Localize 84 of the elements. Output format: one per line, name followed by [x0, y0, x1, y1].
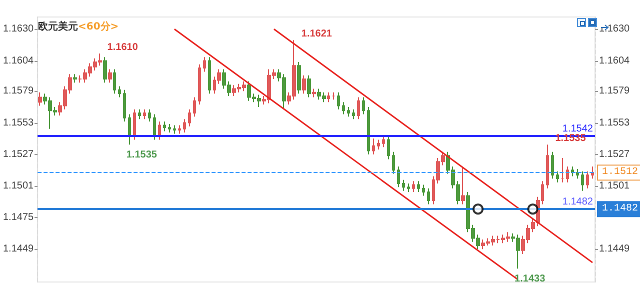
y-tick-label: 1.1449 — [2, 244, 34, 255]
candlestick — [397, 166, 400, 188]
candlestick — [183, 118, 186, 133]
candlestick — [427, 188, 430, 205]
candlestick — [138, 108, 141, 120]
candlestick — [173, 124, 176, 134]
candlestick — [327, 92, 330, 103]
y2-tick-label: 1.1579 — [599, 86, 630, 97]
ref-line-label: 1.1482 — [602, 204, 638, 215]
candlestick — [307, 74, 311, 98]
ref-line-label: 1.1542 — [562, 124, 594, 135]
candlestick — [337, 92, 340, 110]
y-tick-label: 1.1527 — [2, 148, 34, 160]
candlestick — [158, 121, 161, 140]
candlestick — [576, 168, 579, 180]
ref-line-label: 1.1482 — [562, 196, 594, 208]
candlestick — [571, 166, 574, 177]
candlestick — [352, 108, 355, 120]
candlestick — [118, 86, 121, 98]
candlestick — [148, 108, 151, 122]
text: 1.1535 — [126, 150, 157, 161]
candlestick — [302, 74, 306, 94]
candlestick — [342, 102, 345, 115]
candlestick — [546, 144, 549, 189]
candlestick — [108, 68, 112, 84]
candlestick — [128, 114, 131, 146]
y-tick-label: 1.1553 — [2, 117, 34, 128]
y-tick-label: 1.1579 — [2, 86, 34, 97]
candlestick — [103, 56, 107, 84]
text: 1.1433 — [514, 274, 546, 285]
candlestick — [387, 136, 390, 160]
candlestick — [412, 180, 415, 193]
candlestick — [566, 166, 569, 183]
candlestick — [73, 74, 77, 84]
candlestick — [377, 139, 380, 150]
candlestick — [362, 96, 365, 115]
y2-tick-label: 1.1553 — [599, 117, 630, 128]
candlestick — [198, 64, 201, 106]
candlestick — [561, 158, 564, 183]
candlestick — [297, 61, 301, 94]
candlestick — [38, 92, 42, 106]
ref-line-label: 1.1512 — [602, 167, 638, 178]
y-tick-label: 1.1630 — [2, 24, 34, 35]
y2-tick-label: 1.1449 — [599, 244, 630, 255]
y2-tick-label: 1.1501 — [599, 180, 630, 192]
text: 1.1610 — [107, 42, 138, 53]
candlestick — [357, 96, 360, 120]
candlestick — [367, 106, 370, 155]
candlestick — [347, 106, 350, 118]
chart-title: 欧元美元 — [38, 20, 78, 32]
candlestick — [133, 108, 136, 140]
candlestick — [332, 92, 335, 100]
candlestick — [123, 89, 126, 122]
candlestick — [312, 88, 316, 98]
candlestick — [581, 170, 584, 192]
chart-subtitle: <60分> — [78, 20, 119, 32]
candlestick — [407, 183, 410, 193]
candlestick — [178, 124, 181, 134]
candlestick — [402, 179, 405, 192]
candlestick — [113, 68, 116, 94]
candlestick — [163, 121, 166, 132]
text: 1.1621 — [301, 28, 332, 40]
candlestick — [372, 138, 375, 155]
candlestick — [417, 180, 420, 193]
candlestick — [422, 184, 425, 196]
candlestick — [382, 136, 385, 148]
candlestick — [168, 123, 171, 133]
candlestick — [203, 56, 206, 72]
candlestick — [586, 170, 589, 189]
y-tick-label: 1.1604 — [2, 55, 34, 66]
candlestick — [153, 114, 156, 140]
candlestick — [193, 96, 196, 118]
candlestick — [551, 151, 554, 180]
y-tick-label: 1.1475 — [2, 212, 34, 224]
candlestick — [392, 151, 395, 174]
candlestick — [591, 166, 594, 180]
candlestick — [556, 170, 559, 183]
y2-tick-label: 1.1604 — [599, 55, 630, 66]
candlestick — [143, 108, 146, 120]
y-tick-label: 1.1501 — [2, 180, 34, 192]
y2-tick-label: 1.1527 — [599, 148, 630, 160]
candlestick — [461, 167, 465, 205]
candlestick — [208, 56, 211, 94]
candlestick — [188, 108, 191, 127]
